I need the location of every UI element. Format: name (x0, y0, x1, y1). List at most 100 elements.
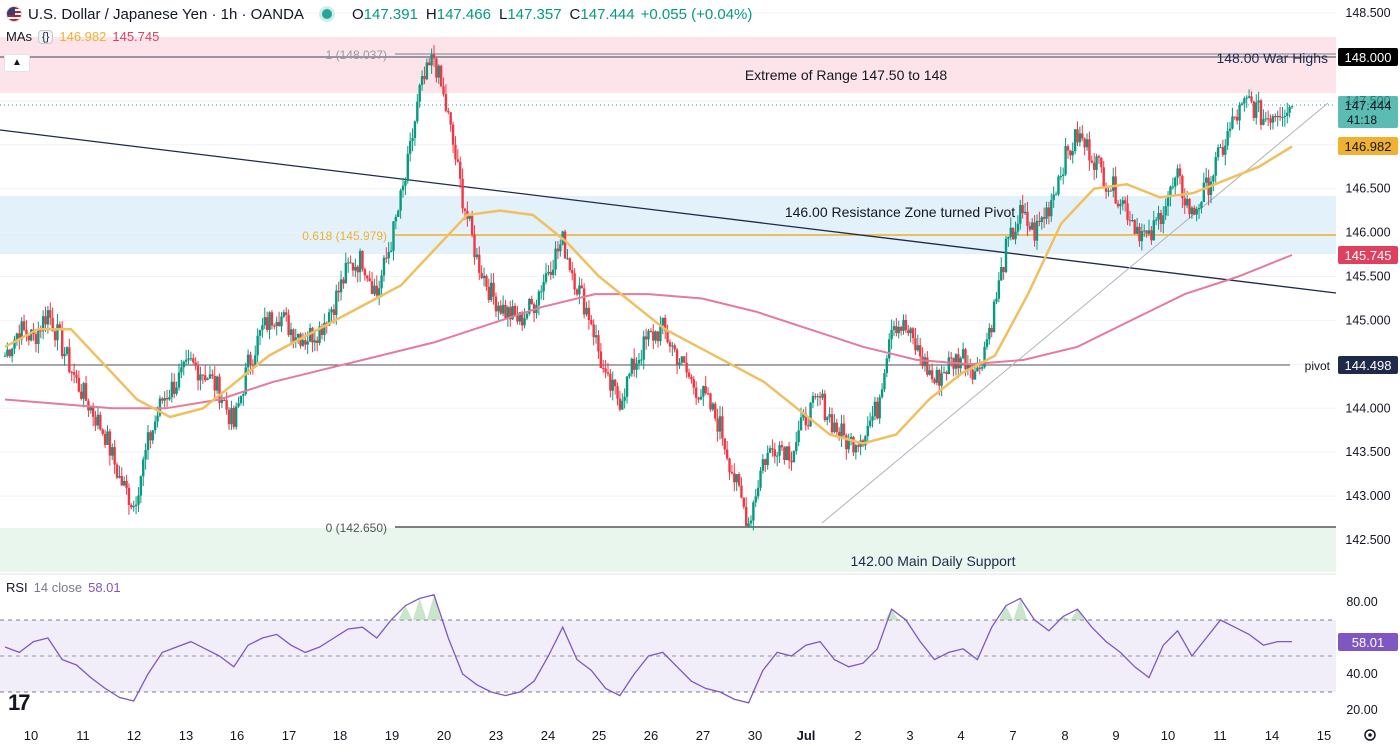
candle-body (382, 257, 386, 276)
candle-body (249, 354, 252, 365)
candle-body (1112, 176, 1115, 191)
candle-body (375, 285, 378, 296)
candle-body (783, 447, 786, 460)
candle-body (399, 190, 402, 211)
candle-body (499, 305, 502, 314)
candle-body (890, 329, 893, 340)
price-tick-label: 145.000 (1345, 313, 1390, 327)
candle-body (866, 425, 869, 437)
ma-legend[interactable]: MAs {} 146.982 145.745 (6, 29, 159, 44)
candle-body (799, 417, 803, 431)
high-value: 147.466 (436, 5, 491, 23)
rsi-legend[interactable]: RSI 14 close 58.01 (6, 580, 121, 595)
svg-text:145.745: 145.745 (1345, 248, 1392, 263)
candle-body (899, 326, 903, 331)
rsi-tick-label: 40.00 (1346, 667, 1377, 681)
candle-body (184, 359, 188, 362)
candle-body (737, 474, 741, 486)
candle-body (668, 342, 672, 347)
candle-body (1052, 194, 1055, 201)
ascending-trendline (821, 102, 1329, 524)
time-tick-label: 15 (1317, 728, 1331, 743)
candle-body (261, 325, 264, 331)
candle-body (685, 362, 688, 373)
candle-body (370, 281, 374, 294)
candle-body (189, 358, 193, 360)
candle-body (1231, 116, 1234, 129)
candle-body (761, 459, 765, 471)
candle-body (218, 376, 221, 403)
settings-gear-icon[interactable] (1364, 729, 1376, 741)
candle-body (1081, 133, 1084, 139)
candle-body (656, 331, 660, 342)
rsi-label: RSI (6, 580, 28, 595)
candle-body (296, 333, 300, 338)
candle-body (940, 373, 943, 386)
candle-body (961, 349, 965, 359)
candle-body (380, 275, 383, 289)
candle-body (1281, 117, 1284, 119)
candle-body (826, 417, 829, 421)
candle-body (254, 355, 257, 365)
candle-body (225, 400, 228, 410)
ma-source-toggle[interactable]: {} (38, 29, 54, 44)
candle-body (423, 75, 426, 80)
symbol-title[interactable]: U.S. Dollar / Japanese Yen · 1h · OANDA (28, 5, 304, 23)
candle-body (227, 409, 231, 425)
collapse-legend-button[interactable]: ▲ (4, 54, 30, 72)
candle-body (818, 396, 822, 398)
candle-body (935, 369, 939, 383)
candle-body (394, 216, 398, 222)
candle-body (408, 141, 412, 154)
candle-body (544, 273, 548, 282)
resistance-zone-label: 146.00 Resistance Zone turned Pivot (785, 204, 1015, 220)
ma-legend-label: MAs (6, 29, 32, 44)
candle-body (540, 291, 543, 293)
candle-body (1050, 200, 1053, 217)
candle-body (868, 420, 872, 426)
candle-body (957, 354, 960, 369)
candle-body (277, 321, 281, 327)
candle-body (13, 339, 16, 349)
candle-body (1116, 203, 1120, 207)
candle-body (263, 317, 266, 326)
candle-body (351, 262, 355, 271)
candle-body (587, 307, 591, 320)
candle-body (711, 403, 715, 410)
candle-body (878, 397, 881, 419)
candle-body (494, 296, 498, 312)
candle-body (1183, 198, 1186, 206)
time-tick-label: 2 (854, 728, 861, 743)
candle-body (1145, 230, 1148, 234)
candle-body (437, 65, 440, 78)
candle-body (242, 394, 245, 396)
candle-body (518, 312, 521, 322)
candle-body (196, 365, 200, 381)
candle-body (914, 338, 917, 351)
candle-body (692, 379, 695, 388)
candle-body (752, 502, 755, 521)
candle-body (1266, 118, 1270, 120)
candle-body (485, 275, 488, 287)
rsi-value: 58.01 (88, 580, 121, 595)
candle-body (809, 402, 812, 427)
candle-body (1021, 205, 1024, 214)
candle-body (1219, 147, 1222, 149)
candle-body (806, 425, 810, 427)
candle-body (718, 416, 722, 432)
candle-body (566, 258, 569, 260)
candle-body (511, 305, 514, 320)
candle-body (559, 244, 562, 252)
candle-body (51, 317, 54, 332)
candle-body (985, 339, 989, 347)
candle-body (811, 396, 815, 403)
candle-body (771, 448, 774, 450)
us-flag-icon (6, 6, 22, 22)
tradingview-logo-icon[interactable]: 17 (8, 690, 31, 715)
candle-body (91, 407, 95, 417)
candle-body (790, 460, 793, 463)
candle-body (797, 430, 800, 443)
candle-body (756, 487, 760, 497)
